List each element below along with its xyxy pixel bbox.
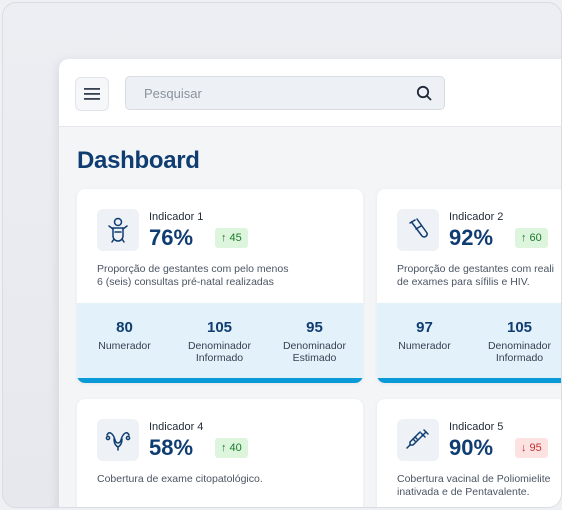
indicator-stats: 80 Numerador 105 Denominador Informado 9…: [77, 303, 363, 379]
indicator-label: Indicador 2: [449, 211, 504, 223]
indicator-icon-box: [397, 419, 439, 461]
indicator-value: 90%: [449, 435, 494, 460]
indicator-label: Indicador 1: [149, 211, 204, 223]
hamburger-icon: [84, 88, 100, 100]
trend-badge: ↑ 45: [215, 228, 248, 248]
indicator-description: Cobertura de exame citopatológico.: [97, 473, 263, 485]
card-accent-bar: [77, 378, 363, 383]
page-title: Dashboard: [77, 147, 200, 174]
syringe-icon: [406, 429, 429, 449]
stat-value: 105: [506, 319, 533, 336]
search-box: [125, 76, 445, 110]
trend-badge: ↑ 60: [515, 228, 548, 248]
menu-button[interactable]: [75, 77, 109, 111]
arrow-up-icon: ↑: [221, 232, 227, 244]
indicator-card-4[interactable]: Indicador 4 58% ↑ 40 Cobertura de exame …: [77, 399, 363, 507]
baby-icon: [108, 217, 128, 243]
stat-label: Denominador Estimado: [282, 340, 347, 364]
stat-denominador-informado: 105 Denominador Informado: [472, 303, 561, 379]
trend-value: 95: [529, 442, 542, 454]
stat-numerador: 97 Numerador: [377, 303, 472, 379]
indicator-value: 58%: [149, 435, 194, 460]
indicator-value: 92%: [449, 225, 494, 250]
search-icon[interactable]: [416, 85, 432, 101]
indicator-icon-box: [97, 419, 139, 461]
search-input[interactable]: [144, 77, 404, 109]
app-window: Dashboard Indicador 1 76% ↑ 45 Proporção…: [59, 59, 561, 507]
top-bar: [59, 59, 561, 127]
indicator-description: Proporção de gestantes com reali de exam…: [397, 263, 555, 288]
indicator-icon-box: [397, 209, 439, 251]
stat-denominador-estimado: 95 Denominador Estimado: [267, 303, 362, 379]
indicator-stats: 97 Numerador 105 Denominador Informado: [377, 303, 561, 379]
indicator-card-5[interactable]: Indicador 5 90% ↓ 95 Cobertura vacinal d…: [377, 399, 561, 507]
arrow-up-icon: ↑: [221, 442, 227, 454]
indicator-card-2[interactable]: Indicador 2 92% ↑ 60 Proporção de gestan…: [377, 189, 561, 383]
indicator-description: Cobertura vacinal de Poliomielite inativ…: [397, 473, 551, 498]
trend-value: 45: [229, 232, 242, 244]
stat-numerador: 80 Numerador: [77, 303, 172, 379]
stat-label: Denominador Informado: [187, 340, 252, 364]
test-tube-icon: [409, 218, 428, 238]
trend-value: 40: [229, 442, 242, 454]
indicator-value: 76%: [149, 225, 194, 250]
arrow-down-icon: ↓: [521, 442, 527, 454]
stat-label: Denominador Informado: [487, 340, 552, 364]
stat-value: 95: [306, 319, 323, 336]
trend-badge: ↑ 40: [215, 438, 248, 458]
card-accent-bar: [377, 378, 561, 383]
stat-denominador-informado: 105 Denominador Informado: [172, 303, 267, 379]
indicator-card-1[interactable]: Indicador 1 76% ↑ 45 Proporção de gestan…: [77, 189, 363, 383]
stat-label: Numerador: [98, 340, 151, 352]
indicator-description: Proporção de gestantes com pelo menos 6 …: [97, 263, 289, 288]
trend-value: 60: [529, 232, 542, 244]
stat-value: 80: [116, 319, 133, 336]
indicator-label: Indicador 4: [149, 421, 204, 433]
stat-value: 97: [416, 319, 433, 336]
indicator-label: Indicador 5: [449, 421, 504, 433]
trend-badge: ↓ 95: [515, 438, 548, 458]
stat-value: 105: [206, 319, 233, 336]
arrow-up-icon: ↑: [521, 232, 527, 244]
stat-label: Numerador: [398, 340, 451, 352]
indicator-icon-box: [97, 209, 139, 251]
uterus-icon: [105, 431, 131, 451]
